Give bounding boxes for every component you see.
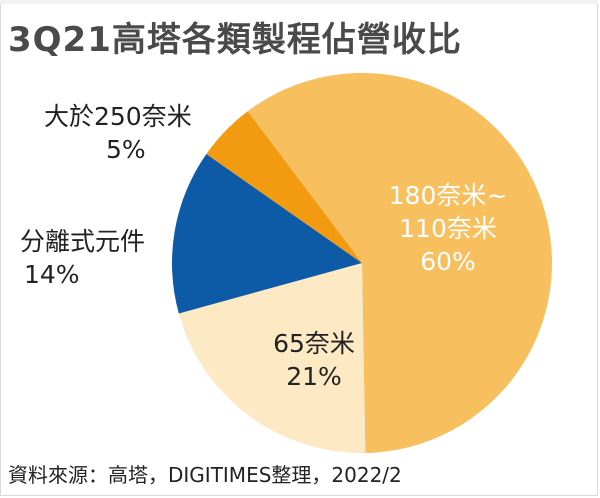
pie-slice-3 (171, 154, 362, 314)
chart-title: 3Q21高塔各類製程佔營收比 (8, 20, 462, 60)
pie-slice-4 (206, 111, 362, 263)
slice-value-label-3: 14% (24, 260, 80, 289)
slice-value-label-4: 5% (106, 135, 146, 164)
slice-name-label-1: 180奈米~ (389, 181, 508, 210)
slice-name-label-3: 分離式元件 (20, 227, 145, 256)
pie-slice-2 (178, 263, 366, 453)
slice-name-label-4: 大於250奈米 (44, 102, 192, 131)
slice-name-label-2: 65奈米 (273, 329, 355, 358)
slice-name-label-1: 110奈米 (399, 214, 497, 243)
pie-slice-1 (247, 72, 553, 453)
slice-value-label-1: 60% (420, 247, 476, 276)
slice-value-label-2: 21% (286, 362, 342, 391)
source-note: 資料來源：高塔，DIGITIMES整理，2022/2 (8, 463, 402, 487)
top-rule (0, 0, 598, 4)
